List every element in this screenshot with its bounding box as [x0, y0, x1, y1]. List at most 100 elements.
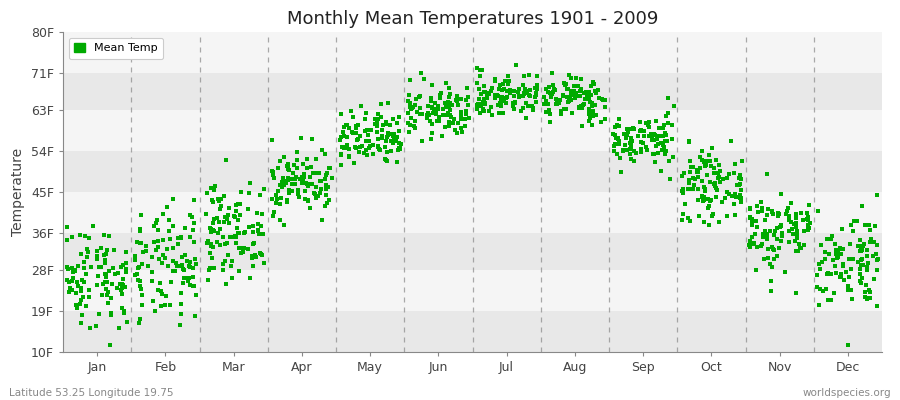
Point — [563, 92, 578, 98]
Point — [176, 266, 191, 272]
Point — [82, 294, 96, 300]
Point — [829, 270, 843, 276]
Point — [478, 89, 492, 95]
Point — [290, 165, 304, 172]
Point — [743, 204, 758, 211]
Point — [827, 290, 842, 296]
Point — [856, 262, 870, 268]
Point — [633, 119, 647, 126]
Point — [362, 145, 376, 152]
Point — [301, 182, 315, 189]
Point — [213, 206, 228, 212]
Point — [675, 172, 689, 179]
Point — [477, 96, 491, 102]
Point — [381, 100, 395, 106]
Point — [185, 264, 200, 271]
Point — [580, 96, 595, 102]
Point — [818, 256, 832, 262]
Point — [351, 121, 365, 128]
Point — [588, 88, 602, 94]
Point — [701, 196, 716, 202]
Point — [276, 154, 291, 160]
Point — [658, 148, 672, 154]
Point — [608, 140, 622, 147]
Point — [832, 245, 847, 251]
Point — [442, 104, 456, 110]
Point — [834, 246, 849, 252]
Point — [493, 81, 508, 88]
Point — [754, 243, 769, 249]
Point — [816, 288, 831, 294]
Point — [654, 140, 669, 146]
Point — [760, 231, 774, 237]
Point — [537, 94, 552, 100]
Point — [114, 304, 129, 311]
Point — [581, 95, 596, 102]
Point — [228, 213, 242, 220]
Point — [756, 234, 770, 240]
Point — [706, 165, 721, 171]
Point — [529, 98, 544, 105]
Point — [517, 72, 531, 79]
Point — [98, 271, 112, 278]
Point — [863, 289, 878, 296]
Point — [368, 116, 382, 123]
Point — [183, 259, 197, 265]
Point — [745, 222, 760, 229]
Point — [432, 114, 446, 120]
Point — [156, 252, 170, 258]
Point — [177, 274, 192, 281]
Point — [850, 218, 865, 224]
Point — [530, 86, 544, 92]
Point — [420, 103, 435, 110]
Point — [304, 164, 319, 171]
Point — [99, 251, 113, 258]
Point — [661, 110, 675, 116]
Point — [75, 312, 89, 318]
Point — [575, 122, 590, 129]
Point — [584, 83, 598, 89]
Point — [419, 115, 434, 121]
Point — [846, 256, 860, 262]
Point — [98, 257, 112, 263]
Point — [698, 184, 712, 190]
Point — [595, 96, 609, 102]
Point — [251, 231, 266, 237]
Point — [545, 90, 560, 97]
Point — [726, 200, 741, 207]
Point — [358, 110, 373, 116]
Point — [420, 110, 435, 116]
Point — [438, 104, 453, 110]
Point — [391, 146, 405, 153]
Point — [623, 126, 637, 132]
Point — [324, 175, 338, 182]
Point — [742, 214, 757, 220]
Point — [446, 120, 460, 127]
Point — [341, 145, 356, 152]
Point — [320, 200, 335, 206]
Point — [606, 131, 620, 137]
Point — [844, 266, 859, 272]
Point — [447, 116, 462, 122]
Point — [207, 264, 221, 271]
Point — [273, 200, 287, 207]
Point — [74, 251, 88, 258]
Point — [506, 100, 520, 106]
Point — [832, 274, 847, 280]
Point — [753, 198, 768, 205]
Point — [342, 154, 356, 160]
Point — [436, 106, 450, 112]
Point — [184, 214, 199, 220]
Point — [364, 127, 378, 134]
Point — [379, 118, 393, 125]
Point — [334, 110, 348, 117]
Point — [359, 146, 374, 153]
Point — [686, 163, 700, 170]
Point — [220, 216, 235, 222]
Point — [544, 94, 559, 100]
Point — [70, 279, 85, 286]
Point — [296, 177, 310, 183]
Point — [687, 182, 701, 188]
Point — [431, 103, 446, 110]
Point — [850, 258, 865, 265]
